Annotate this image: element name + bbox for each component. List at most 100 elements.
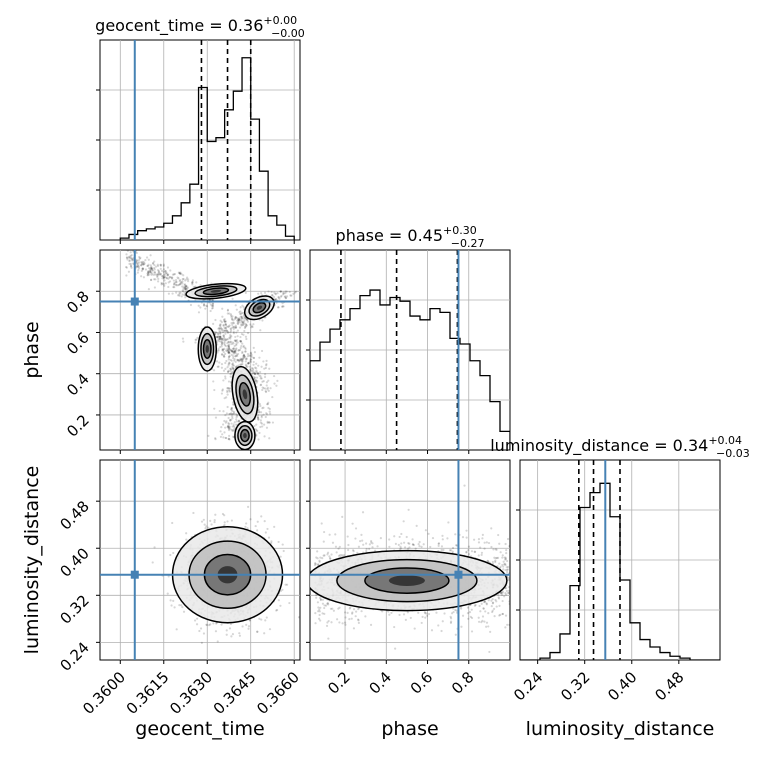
sample-point [242,306,245,309]
sample-point [219,332,222,335]
sample-point [210,523,213,526]
sample-point [220,339,223,342]
sample-point [220,329,224,332]
sample-point [230,428,234,432]
sample-point [371,546,374,549]
sample-point [221,512,225,516]
sample-point [508,602,510,606]
sample-point [492,548,495,551]
sample-point [251,325,254,329]
sample-point [234,349,237,353]
sample-point [181,278,184,281]
sample-point [281,543,284,546]
sample-point [314,562,317,565]
sample-point [227,429,231,432]
sample-point [223,318,226,321]
sample-point [227,426,231,430]
sample-point [176,294,180,297]
sample-point [211,304,215,308]
sample-point [239,346,242,350]
title-label: luminosity_distance = 0.34 [490,436,708,456]
sample-point [242,346,245,349]
sample-point [138,255,141,259]
sample-point [246,365,249,368]
sample-point [437,542,441,545]
sample-point [492,607,496,610]
sample-point [237,320,240,323]
sample-point [152,273,155,276]
sample-point [241,360,244,363]
sample-point [167,277,170,280]
sample-point [421,615,424,618]
sample-point [223,337,226,340]
sample-point [181,289,184,292]
sample-point [244,350,247,353]
sample-point [160,281,163,285]
sample-point [255,376,259,379]
sample-point [202,304,206,307]
sample-point [483,620,486,623]
sample-point [225,633,228,636]
sample-point [485,625,488,628]
sample-point [233,317,237,321]
sample-point [252,323,255,326]
sample-point [480,551,484,554]
sample-point [135,259,139,262]
sample-point [186,287,189,290]
sample-point [313,564,317,567]
sample-point [473,604,477,607]
sample-point [226,312,229,315]
sample-point [329,556,332,560]
sample-point [227,416,230,420]
sample-point [238,348,242,352]
sample-point [364,615,367,618]
sample-point [347,548,350,552]
sample-point [199,306,202,309]
sample-point [150,278,153,281]
sample-point [227,344,230,347]
sample-point [149,254,152,257]
sample-point [218,337,221,340]
sample-point [178,293,181,296]
sample-point [179,271,182,274]
sample-point [156,264,160,268]
sample-point [222,436,225,439]
sample-point [239,340,242,343]
sample-point [260,349,264,353]
sample-point [247,362,250,365]
sample-point [504,542,507,546]
sample-point [236,354,239,358]
sample-point [486,560,489,563]
sample-point [481,537,484,540]
sample-point [205,623,209,627]
sample-point [330,553,333,556]
sample-point [235,353,239,356]
sample-point [229,367,232,370]
sample-point [242,333,245,336]
sample-point [219,319,222,322]
sample-point [238,317,241,320]
sample-point [227,351,230,354]
sample-point [241,350,244,353]
sample-point [328,555,331,558]
sample-point [223,521,226,524]
sample-point [191,283,194,286]
sample-point [159,273,162,276]
contour-0 [310,549,508,612]
sample-point [234,352,237,355]
sample-point [146,272,149,275]
sample-point [230,635,233,638]
sample-point [223,523,226,527]
sample-point [242,317,245,320]
sample-point [228,438,231,441]
sample-point [224,329,227,333]
sample-point [226,342,229,345]
sample-point [504,593,508,596]
sample-point [263,423,266,426]
sample-point [279,290,282,293]
sample-point [136,265,139,268]
sample-point [235,418,238,421]
contour-1 [235,374,255,415]
contour-1 [336,558,478,603]
sample-point [231,318,234,321]
